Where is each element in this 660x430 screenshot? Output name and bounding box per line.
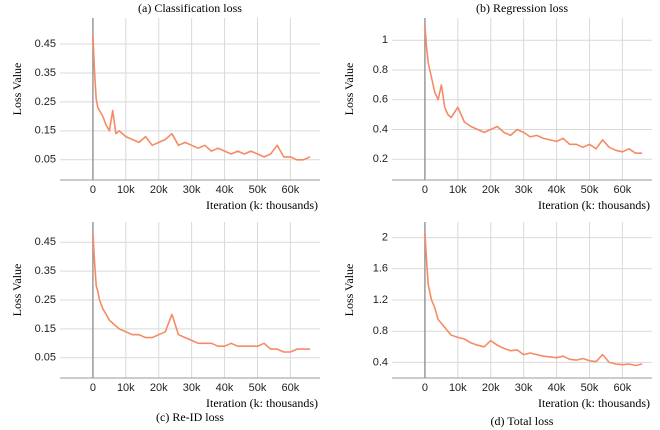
y-axis-label: Loss Value xyxy=(342,63,356,116)
y-axis-label: Loss Value xyxy=(342,264,356,317)
x-tick-label: 50k xyxy=(249,382,267,394)
y-tick-label: 0.35 xyxy=(35,67,56,79)
y-tick-label: 0.4 xyxy=(373,123,388,135)
x-tick-label: 0 xyxy=(90,382,96,394)
x-axis-label: Iteration (k: thousands) xyxy=(538,396,650,410)
loss-line xyxy=(424,25,643,154)
y-axis-label: Loss Value xyxy=(10,63,24,116)
x-tick-label: 50k xyxy=(581,382,599,394)
y-tick-label: 0.4 xyxy=(373,356,388,368)
loss-line xyxy=(424,233,643,367)
x-tick-label: 50k xyxy=(249,184,267,196)
y-axis-label: Loss Value xyxy=(10,264,24,317)
y-tick-label: 0.8 xyxy=(373,325,388,337)
x-tick-label: 30k xyxy=(515,382,533,394)
x-tick-label: 40k xyxy=(216,382,234,394)
x-tick-label: 30k xyxy=(183,382,201,394)
y-tick-label: 0.05 xyxy=(35,352,56,364)
x-tick-label: 60k xyxy=(282,184,300,196)
x-tick-label: 20k xyxy=(150,184,168,196)
loss-line xyxy=(92,233,311,353)
x-tick-label: 20k xyxy=(150,382,168,394)
panel-title: (d) Total loss xyxy=(491,414,554,428)
y-tick-label: 0.25 xyxy=(35,96,56,108)
y-tick-label: 1 xyxy=(382,34,388,46)
x-tick-label: 60k xyxy=(614,184,632,196)
x-tick-label: 0 xyxy=(422,382,428,394)
x-tick-label: 10k xyxy=(117,382,135,394)
y-tick-label: 1.2 xyxy=(373,294,388,306)
x-tick-label: 40k xyxy=(548,382,566,394)
x-tick-label: 30k xyxy=(515,184,533,196)
y-tick-label: 0.15 xyxy=(35,125,56,137)
x-tick-label: 60k xyxy=(282,382,300,394)
x-axis-label: Iteration (k: thousands) xyxy=(206,198,318,212)
x-tick-label: 40k xyxy=(216,184,234,196)
x-tick-label: 30k xyxy=(183,184,201,196)
y-tick-label: 0.25 xyxy=(35,294,56,306)
x-axis-label: Iteration (k: thousands) xyxy=(206,396,318,410)
x-tick-label: 20k xyxy=(482,184,500,196)
x-tick-label: 10k xyxy=(449,184,467,196)
y-tick-label: 0.05 xyxy=(35,154,56,166)
y-tick-label: 0.45 xyxy=(35,236,56,248)
panel-title: (b) Regression loss xyxy=(476,1,568,15)
x-tick-label: 0 xyxy=(90,184,96,196)
y-tick-label: 0.8 xyxy=(373,64,388,76)
x-axis-label: Iteration (k: thousands) xyxy=(538,198,650,212)
x-tick-label: 60k xyxy=(614,382,632,394)
x-tick-label: 20k xyxy=(482,382,500,394)
x-tick-label: 50k xyxy=(581,184,599,196)
loss-line xyxy=(92,35,311,161)
y-tick-label: 0.45 xyxy=(35,38,56,50)
y-tick-label: 1.6 xyxy=(373,263,388,275)
x-tick-label: 0 xyxy=(422,184,428,196)
x-tick-label: 10k xyxy=(117,184,135,196)
y-tick-label: 2 xyxy=(382,232,388,244)
panel-title: (c) Re-ID loss xyxy=(156,410,224,424)
x-tick-label: 10k xyxy=(449,382,467,394)
y-tick-label: 0.15 xyxy=(35,323,56,335)
y-tick-label: 0.6 xyxy=(373,94,388,106)
x-tick-label: 40k xyxy=(548,184,566,196)
y-tick-label: 0.2 xyxy=(373,153,388,165)
y-tick-label: 0.35 xyxy=(35,265,56,277)
panel-title: (a) Classification loss xyxy=(138,1,242,15)
